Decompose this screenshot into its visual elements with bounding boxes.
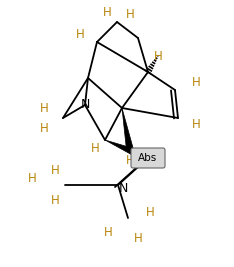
Text: H: H	[126, 7, 134, 21]
Text: H: H	[76, 29, 84, 41]
Text: H: H	[40, 121, 48, 135]
Text: Abs: Abs	[138, 153, 158, 163]
Text: H: H	[91, 142, 99, 155]
Text: H: H	[103, 6, 111, 18]
Text: H: H	[51, 163, 59, 176]
Text: H: H	[192, 76, 200, 88]
Text: H: H	[104, 226, 112, 238]
Text: H: H	[40, 101, 48, 115]
Polygon shape	[105, 140, 150, 163]
Text: N: N	[80, 99, 90, 112]
Text: H: H	[192, 119, 200, 132]
Text: H: H	[146, 206, 154, 218]
Polygon shape	[122, 108, 133, 151]
Text: H: H	[154, 49, 162, 62]
Text: N: N	[118, 182, 128, 194]
Text: H: H	[126, 154, 134, 167]
Text: H: H	[28, 171, 36, 184]
Text: H: H	[134, 231, 142, 245]
FancyBboxPatch shape	[131, 148, 165, 168]
Text: H: H	[51, 194, 59, 206]
